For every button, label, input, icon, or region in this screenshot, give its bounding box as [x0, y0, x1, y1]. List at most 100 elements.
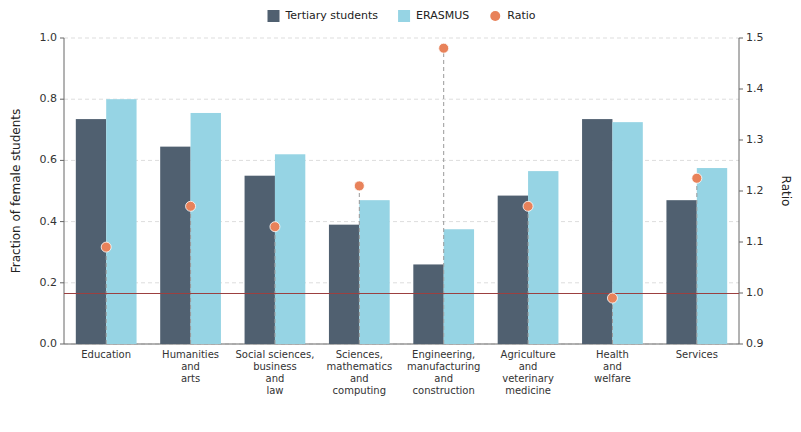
- y-tick-label: 0.4: [40, 215, 58, 228]
- ratio-point: [523, 201, 533, 211]
- y-tick-label: 1.0: [40, 31, 58, 44]
- x-tick-label-line: business: [253, 361, 297, 372]
- x-tick-label-line: Services: [676, 349, 718, 360]
- x-tick-label-line: Social sciences,: [236, 349, 315, 360]
- ratio-point: [354, 181, 364, 191]
- x-tick-label-line: Sciences,: [336, 349, 383, 360]
- x-tick-label-line: computing: [333, 385, 386, 396]
- ratio-point: [692, 173, 702, 183]
- y2-tick-label: 1.4: [746, 82, 764, 95]
- x-tick-label: Services: [676, 349, 718, 360]
- y2-tick-label: 0.9: [746, 337, 764, 350]
- y-tick: [60, 221, 64, 222]
- x-tick-label: Engineering,manufacturingandconstruction: [407, 349, 481, 396]
- bar: [666, 200, 696, 344]
- grid-line: [64, 99, 739, 100]
- x-tick-label-line: Agriculture: [501, 349, 556, 360]
- legend-label: Tertiary students: [285, 9, 379, 22]
- y2-tick-label: 1.0: [746, 286, 764, 299]
- ratio-stem: [696, 178, 697, 344]
- y-tick: [60, 344, 64, 345]
- x-tick-label-line: and: [181, 361, 200, 372]
- axes: 0.00.20.40.60.81.00.91.01.11.21.31.41.5: [40, 31, 764, 350]
- y2-tick: [739, 38, 743, 39]
- x-tick-label: Humanitiesandarts: [162, 349, 219, 384]
- ratio-stem: [106, 247, 107, 344]
- ratio-stem: [274, 227, 275, 344]
- y-tick: [60, 282, 64, 283]
- legend-swatch: [268, 10, 280, 22]
- bar: [498, 196, 528, 344]
- y-tick-label: 0.0: [40, 337, 58, 350]
- grid-line: [64, 38, 739, 39]
- ratio-stem: [612, 298, 613, 344]
- legend-label: Ratio: [507, 9, 536, 22]
- bar: [275, 154, 305, 344]
- x-tick-label-line: arts: [181, 373, 200, 384]
- x-tick-label-line: mathematics: [327, 361, 393, 372]
- ratio-stem: [528, 206, 529, 344]
- y-tick-label: 0.6: [40, 153, 58, 166]
- bar: [582, 119, 612, 344]
- x-tick-label-line: and: [519, 361, 538, 372]
- legend-swatch: [398, 10, 410, 22]
- x-tick-label: Healthandwelfare: [594, 349, 631, 384]
- reference-line: [64, 293, 739, 294]
- bar: [191, 113, 221, 344]
- y-axis-line: [64, 38, 65, 344]
- x-tick-label-line: construction: [413, 385, 475, 396]
- bar: [697, 168, 727, 344]
- ratio-point: [439, 43, 449, 53]
- chart-svg: 0.00.20.40.60.81.00.91.01.11.21.31.41.5F…: [0, 0, 801, 432]
- x-tick-label-line: law: [266, 385, 283, 396]
- x-tick-label-line: Health: [596, 349, 629, 360]
- x-tick-label-line: welfare: [594, 373, 631, 384]
- x-tick-labels: Education Humanitiesandarts Social science…: [81, 349, 718, 396]
- ratio-point: [270, 222, 280, 232]
- ratio-stem: [359, 186, 360, 344]
- plot-data: [64, 43, 739, 344]
- x-tick-label-line: and: [266, 373, 285, 384]
- x-tick-label-line: manufacturing: [407, 361, 481, 372]
- bar: [245, 176, 275, 344]
- y2-tick: [739, 140, 743, 141]
- y2-tick: [739, 191, 743, 192]
- y2-tick: [739, 89, 743, 90]
- x-tick-label-line: veterinary: [502, 373, 554, 384]
- bar: [444, 229, 474, 344]
- legend-swatch: [490, 11, 500, 21]
- bar: [106, 99, 136, 344]
- bar: [160, 147, 190, 344]
- x-tick-label-line: and: [350, 373, 369, 384]
- legend: Tertiary studentsERASMUSRatio: [268, 9, 536, 22]
- ratio-point: [101, 242, 111, 252]
- x-tick-label: Agricultureandveterinarymedicine: [501, 349, 556, 396]
- x-tick-label: Social sciences,businessandlaw: [236, 349, 315, 396]
- y2-tick-label: 1.5: [746, 31, 764, 44]
- y2-tick: [739, 293, 743, 294]
- bar: [612, 122, 642, 344]
- y2-tick-label: 1.1: [746, 235, 764, 248]
- y-tick: [60, 38, 64, 39]
- bar: [359, 200, 389, 344]
- ratio-point: [186, 201, 196, 211]
- ratio-stem: [190, 206, 191, 344]
- x-tick-label-line: medicine: [505, 385, 551, 396]
- ratio-point: [607, 293, 617, 303]
- bar: [76, 119, 106, 344]
- x-tick-label-line: and: [603, 361, 622, 372]
- x-tick-label-line: Engineering,: [412, 349, 475, 360]
- y-tick-label: 0.2: [40, 276, 58, 289]
- bar: [329, 225, 359, 344]
- y-axis-title: Fraction of female students: [9, 109, 23, 273]
- chart-container: 0.00.20.40.60.81.00.91.01.11.21.31.41.5F…: [0, 0, 801, 432]
- y-tick-label: 0.8: [40, 92, 58, 105]
- bar: [413, 264, 443, 344]
- grid: [64, 38, 739, 344]
- x-tick-label-line: and: [434, 373, 453, 384]
- ratio-stem: [443, 48, 444, 344]
- y2-axis-title: Ratio: [779, 176, 793, 207]
- x-tick-label: Education: [81, 349, 131, 360]
- x-tick-label: Sciences,mathematicsandcomputing: [327, 349, 393, 396]
- y-tick: [60, 160, 64, 161]
